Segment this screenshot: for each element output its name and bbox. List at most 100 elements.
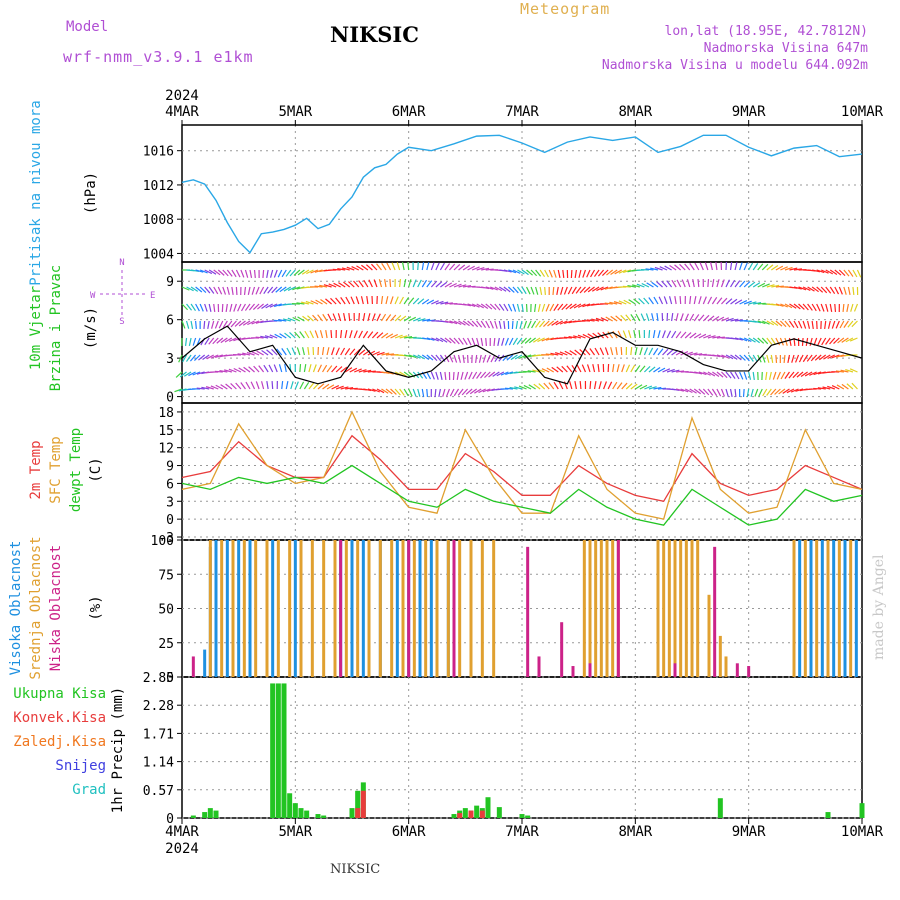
wind-arrow — [321, 346, 325, 356]
wind-arrow — [845, 337, 854, 343]
wind-arrow — [593, 269, 600, 277]
y-tick-label: -3 — [158, 531, 174, 546]
wind-arrow — [265, 303, 273, 309]
precip-axis-title: 1hr Precip (mm) — [110, 687, 126, 813]
wind-arrow — [689, 332, 697, 339]
wind-arrow — [399, 278, 402, 288]
wind-arrow — [255, 320, 264, 324]
wind-arrow — [558, 381, 564, 390]
wind-arrow — [196, 337, 201, 346]
wind-arrow — [238, 320, 246, 327]
wind-arrow — [544, 286, 546, 296]
wind-arrow — [739, 280, 746, 288]
wind-arrow — [562, 269, 565, 279]
wind-arrow — [389, 278, 392, 288]
wind-arrow — [829, 269, 838, 275]
wind-arrow — [557, 269, 561, 278]
wind-arrow — [843, 286, 847, 295]
wind-arrow — [614, 269, 623, 275]
wind-arrow — [340, 386, 349, 390]
wind-arrow — [243, 366, 251, 373]
wind-arrow — [297, 316, 305, 322]
wind-arrow — [354, 368, 362, 373]
wind-arrow — [574, 381, 577, 390]
wind-arrow — [312, 314, 319, 322]
wind-arrow — [358, 280, 364, 288]
wind-arrow — [462, 284, 472, 288]
wind-arrow — [739, 262, 743, 271]
wind-arrow — [549, 303, 555, 312]
wind-arrow — [469, 388, 478, 395]
wind-arrow — [721, 354, 730, 359]
meteogram-title: Meteogram — [520, 0, 611, 18]
wind-arrow — [246, 351, 255, 356]
wind-arrow — [689, 263, 695, 271]
wind-arrow — [307, 315, 314, 322]
cloud-bar — [747, 666, 751, 677]
wind-arrow — [426, 319, 435, 322]
cloud-bar — [837, 540, 841, 677]
wind-arrow — [829, 286, 836, 295]
wind-arrow — [553, 303, 559, 312]
wind-arrow — [535, 269, 542, 277]
cloud-bar — [673, 663, 677, 677]
wind-arrow — [345, 387, 354, 390]
wind-arrow — [847, 286, 851, 295]
temp-line-2 — [181, 464, 863, 526]
cloud-bar — [265, 540, 269, 677]
wind-arrow — [230, 320, 237, 328]
wind-arrow — [297, 269, 305, 276]
wind-arrow — [684, 332, 692, 339]
wind-arrow — [758, 388, 763, 397]
wind-arrow — [746, 388, 750, 397]
wind-arrow — [390, 314, 397, 322]
wind-arrow — [814, 354, 822, 361]
wind-arrow — [636, 283, 645, 288]
cloud-bar — [208, 540, 212, 677]
wind-arrow — [605, 316, 613, 322]
wind-arrow — [512, 303, 517, 312]
wind-arrow — [537, 337, 545, 343]
wind-arrow — [662, 368, 671, 373]
wind-arrow — [587, 286, 595, 293]
cloud-bar — [322, 540, 326, 677]
wind-arrow — [766, 320, 775, 326]
wind-arrow — [710, 262, 713, 271]
wind-arrow — [330, 329, 333, 339]
wind-arrow — [372, 351, 380, 356]
wind-arrow — [461, 388, 469, 396]
wind-arrow — [215, 354, 223, 359]
wind-arrow — [486, 388, 495, 392]
wind-arrow — [363, 369, 372, 373]
cloud-bar — [690, 540, 694, 677]
wind-arrow — [571, 365, 577, 373]
wind-arrow — [802, 303, 809, 311]
wind-arrow — [417, 298, 425, 305]
cloud-bar — [271, 540, 275, 677]
wind-arrow — [412, 354, 421, 359]
wind-arrow — [600, 317, 609, 322]
wind-arrow — [698, 314, 705, 322]
wind-arrow — [208, 337, 215, 345]
wind-arrow — [609, 301, 618, 305]
wind-arrow — [500, 371, 509, 376]
wind-arrow — [684, 263, 691, 271]
wind-arrow — [471, 337, 476, 346]
wind-arrow — [853, 303, 859, 312]
cloud-bar — [254, 540, 258, 677]
wind-arrow — [589, 380, 592, 390]
wind-arrow — [512, 269, 521, 274]
wind-arrow — [301, 269, 310, 275]
wind-arrow — [348, 312, 351, 322]
wind-arrow — [372, 388, 381, 393]
wind-arrow — [426, 337, 435, 341]
wind-arrow — [604, 347, 609, 356]
wind-arrow — [340, 297, 346, 305]
wind-arrow — [716, 279, 720, 288]
wind-arrow — [748, 281, 756, 288]
wind-arrow — [493, 337, 496, 347]
wind-arrow — [344, 367, 353, 373]
wind-arrow — [358, 349, 366, 356]
wind-arrow — [326, 365, 333, 373]
